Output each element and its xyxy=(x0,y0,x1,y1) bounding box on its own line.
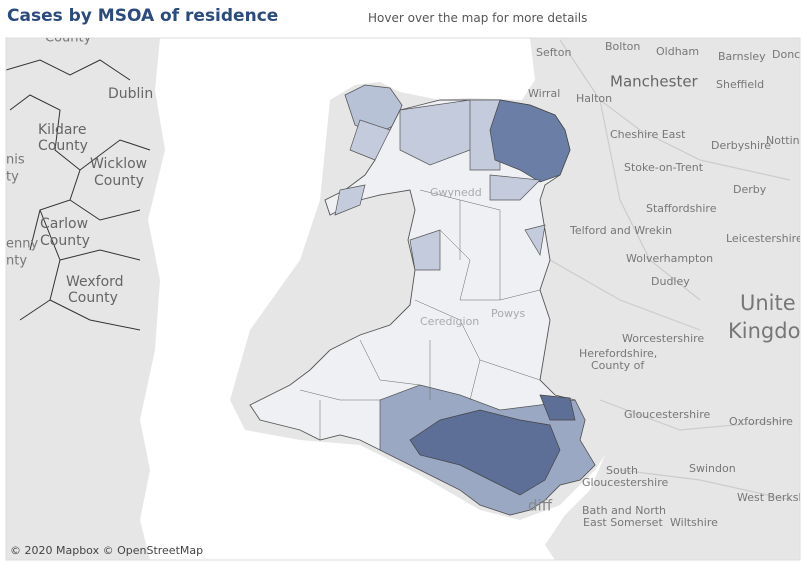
place-label: Wicklow xyxy=(90,156,147,172)
place-label: Wexford xyxy=(66,274,124,290)
place-label: Gwynedd xyxy=(430,186,482,199)
place-label: South xyxy=(606,464,638,477)
hint: Hover over the map for more details xyxy=(368,11,588,25)
place-label: Bolton xyxy=(605,40,640,53)
place-label: Carlow xyxy=(40,216,88,232)
place-label: Worcestershire xyxy=(622,332,704,345)
place-label: Wiltshire xyxy=(670,516,718,529)
title: Cases by MSOA of residence xyxy=(7,6,279,26)
place-label: County xyxy=(40,233,90,249)
place-label: County xyxy=(38,138,88,154)
shaded-mid xyxy=(334,174,546,271)
place-label: Sheffield xyxy=(716,78,764,91)
place-label: enny xyxy=(6,237,38,252)
place-label: Notting xyxy=(766,134,807,147)
place-label: diff xyxy=(528,497,553,515)
place-label: Derby xyxy=(733,183,767,196)
place-label: County of xyxy=(591,359,645,372)
place-label: Donca xyxy=(772,48,807,61)
place-label: Stoke-on-Trent xyxy=(624,161,704,174)
place-label: Herefordshire, xyxy=(579,347,657,360)
shaded-valleys xyxy=(409,394,576,496)
place-label: East Somerset xyxy=(583,516,663,529)
place-label: Ceredigion xyxy=(420,315,479,328)
place-label: County xyxy=(68,290,118,306)
place-label: Powys xyxy=(491,307,525,320)
place-label: Cheshire East xyxy=(610,128,686,141)
attribution: © 2020 Mapbox © OpenStreetMap xyxy=(10,544,204,557)
place-label: Oldham xyxy=(656,45,699,58)
place-label: Telford and Wrekin xyxy=(569,224,672,237)
place-label: County xyxy=(94,173,144,189)
place-label: Manchester xyxy=(610,73,699,91)
place-label: nty xyxy=(6,254,27,269)
place-label: Wolverhampton xyxy=(626,252,713,265)
place-label: Leicestershire xyxy=(726,232,803,245)
place-label: Unite xyxy=(740,291,796,315)
sea xyxy=(140,38,605,560)
place-label: nis xyxy=(6,153,25,168)
place-label: Gloucestershire xyxy=(624,408,710,421)
shaded-northeast xyxy=(489,99,571,183)
map-frame xyxy=(5,37,801,561)
place-label: West Berksh xyxy=(737,491,805,504)
msoa-borders xyxy=(299,189,541,440)
place-label: ty xyxy=(6,170,19,185)
place-label: County xyxy=(45,31,92,46)
place-label: Gloucestershire xyxy=(582,476,668,489)
place-label: Staffordshire xyxy=(646,202,717,215)
shaded-north xyxy=(349,99,501,171)
place-label: Barnsley xyxy=(718,50,766,63)
place-label: Derbyshire xyxy=(711,139,771,152)
place-label: Oxfordshire xyxy=(729,415,793,428)
place-labels: CountyDublinKildareCountyWicklowCountyCa… xyxy=(6,31,807,529)
place-label: Swindon xyxy=(689,462,736,475)
place-label: Kingdo xyxy=(728,319,800,343)
place-label: Wirral xyxy=(528,87,560,100)
place-label: Bath and North xyxy=(582,504,666,517)
place-label: Dudley xyxy=(651,275,690,288)
county-borders xyxy=(6,59,151,331)
place-label: Dublin xyxy=(108,86,153,102)
place-label: Sefton xyxy=(536,46,571,59)
place-label: Kildare xyxy=(38,122,87,138)
place-label: Halton xyxy=(576,92,612,105)
region-borders xyxy=(549,39,791,501)
